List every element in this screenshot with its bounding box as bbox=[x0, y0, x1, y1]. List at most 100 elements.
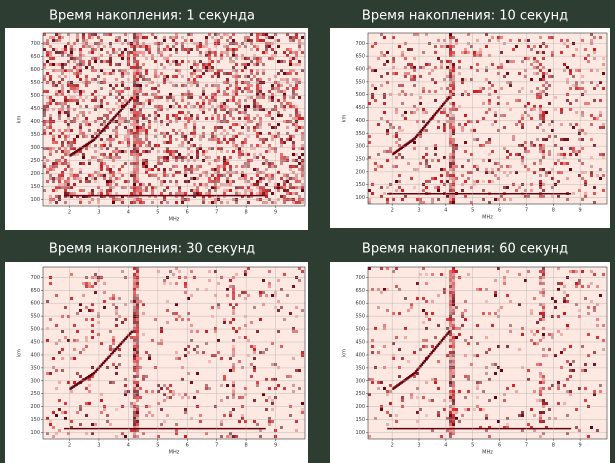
texture bbox=[163, 150, 166, 153]
texture bbox=[43, 162, 46, 165]
texture bbox=[259, 57, 262, 60]
texture bbox=[148, 354, 151, 357]
texture bbox=[599, 168, 602, 171]
x-tick-label: 8 bbox=[245, 443, 248, 449]
texture bbox=[500, 369, 503, 372]
texture bbox=[449, 126, 452, 129]
y-tick-label: 300 bbox=[30, 145, 40, 151]
texture bbox=[142, 51, 145, 54]
texture bbox=[518, 144, 521, 147]
texture bbox=[136, 117, 139, 120]
texture bbox=[446, 327, 449, 330]
texture bbox=[431, 429, 434, 432]
texture bbox=[449, 360, 452, 363]
texture bbox=[452, 318, 455, 321]
texture bbox=[46, 105, 49, 108]
texture bbox=[106, 114, 109, 117]
texture bbox=[596, 69, 599, 72]
texture bbox=[542, 168, 545, 171]
texture bbox=[256, 78, 259, 81]
texture bbox=[85, 402, 88, 405]
texture bbox=[160, 408, 163, 411]
texture bbox=[115, 156, 118, 159]
texture bbox=[377, 288, 380, 291]
texture bbox=[193, 168, 196, 171]
texture bbox=[271, 165, 274, 168]
texture bbox=[449, 309, 452, 312]
texture bbox=[91, 156, 94, 159]
texture bbox=[295, 174, 298, 177]
texture bbox=[371, 381, 374, 384]
texture bbox=[226, 33, 229, 36]
texture bbox=[590, 174, 593, 177]
texture bbox=[554, 135, 557, 138]
texture bbox=[121, 51, 124, 54]
texture bbox=[482, 87, 485, 90]
texture bbox=[458, 390, 461, 393]
texture bbox=[572, 84, 575, 87]
texture bbox=[157, 168, 160, 171]
texture bbox=[542, 309, 545, 312]
texture bbox=[103, 33, 106, 36]
texture bbox=[241, 150, 244, 153]
texture bbox=[109, 180, 112, 183]
texture bbox=[139, 144, 142, 147]
texture bbox=[563, 42, 566, 45]
texture bbox=[184, 411, 187, 414]
texture bbox=[46, 90, 49, 93]
texture bbox=[449, 168, 452, 171]
texture bbox=[52, 168, 55, 171]
texture bbox=[166, 156, 169, 159]
texture bbox=[55, 33, 58, 36]
texture bbox=[289, 168, 292, 171]
texture bbox=[76, 174, 79, 177]
texture bbox=[295, 117, 298, 120]
texture bbox=[61, 369, 64, 372]
texture bbox=[136, 150, 139, 153]
texture bbox=[295, 192, 298, 195]
texture bbox=[542, 312, 545, 315]
texture bbox=[292, 36, 295, 39]
texture bbox=[136, 336, 139, 339]
texture bbox=[58, 381, 61, 384]
texture bbox=[452, 267, 455, 270]
texture bbox=[154, 105, 157, 108]
plot-area: 2345678910015020025030035040045050055060… bbox=[17, 267, 306, 456]
texture bbox=[121, 117, 124, 120]
texture bbox=[160, 156, 163, 159]
texture bbox=[368, 156, 371, 159]
texture bbox=[247, 162, 250, 165]
texture bbox=[79, 78, 82, 81]
texture bbox=[449, 354, 452, 357]
texture bbox=[121, 102, 124, 105]
texture bbox=[533, 333, 536, 336]
texture bbox=[581, 177, 584, 180]
texture bbox=[55, 414, 58, 417]
texture bbox=[452, 411, 455, 414]
texture bbox=[64, 153, 67, 156]
texture bbox=[232, 288, 235, 291]
texture bbox=[452, 78, 455, 81]
texture bbox=[542, 387, 545, 390]
texture bbox=[136, 75, 139, 78]
texture bbox=[133, 153, 136, 156]
texture bbox=[371, 351, 374, 354]
texture bbox=[217, 282, 220, 285]
texture bbox=[109, 345, 112, 348]
texture bbox=[79, 96, 82, 99]
texture bbox=[43, 111, 46, 114]
texture bbox=[202, 153, 205, 156]
texture bbox=[482, 117, 485, 120]
texture bbox=[148, 150, 151, 153]
texture bbox=[590, 81, 593, 84]
texture bbox=[449, 42, 452, 45]
texture bbox=[166, 174, 169, 177]
texture bbox=[602, 123, 605, 126]
texture bbox=[184, 174, 187, 177]
texture bbox=[452, 156, 455, 159]
texture bbox=[380, 186, 383, 189]
texture bbox=[386, 72, 389, 75]
texture bbox=[446, 75, 449, 78]
texture bbox=[440, 168, 443, 171]
texture bbox=[121, 270, 124, 273]
